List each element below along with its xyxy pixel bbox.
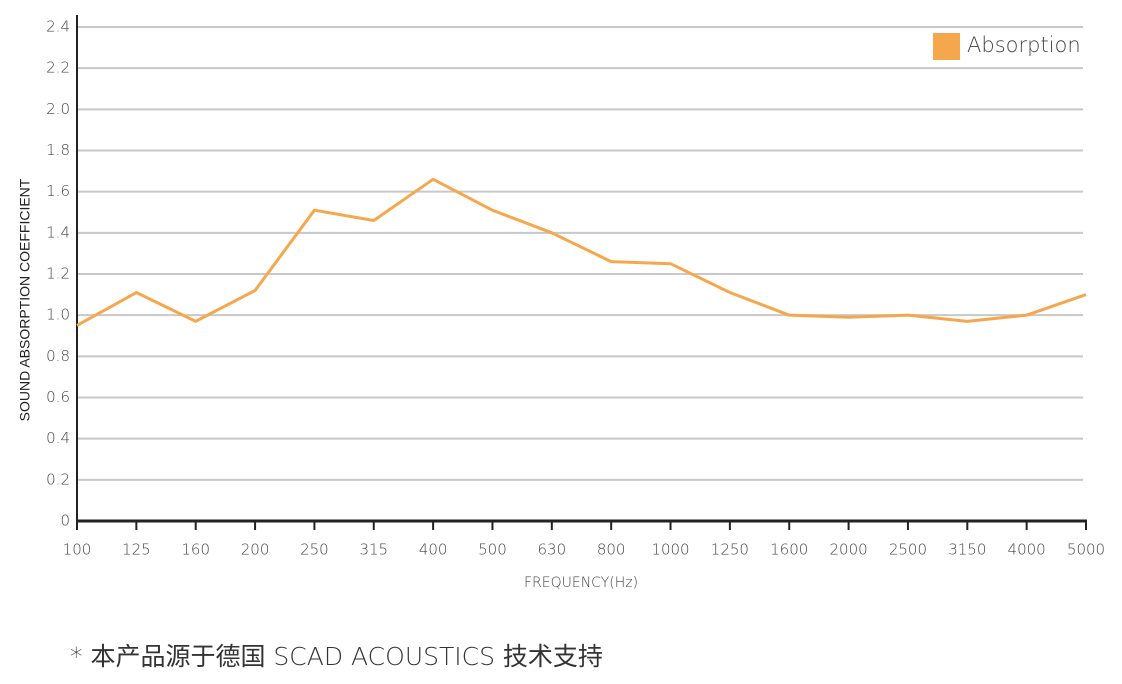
- y-tick-label: 0.4: [46, 429, 70, 447]
- y-tick-label: 0.8: [46, 347, 70, 365]
- x-tick-label: 400: [419, 541, 448, 559]
- y-tick-label: 1.8: [46, 141, 70, 159]
- y-axis-label: SOUND ABSORPTION COEFFICIENT: [17, 178, 33, 421]
- y-tick-label: 1.2: [46, 265, 70, 283]
- x-tick-label: 5000: [1067, 541, 1105, 559]
- y-tick-label: 1.0: [46, 306, 70, 324]
- y-tick-label: 2.2: [46, 59, 70, 77]
- x-tick-label: 250: [300, 541, 329, 559]
- y-tick-label: 0.2: [46, 470, 70, 488]
- x-axis-label: FREQUENCY(Hz): [524, 575, 638, 591]
- footnote: * 本产品源于德国 SCAD ACOUSTICS 技术支持: [70, 642, 603, 671]
- x-tick-label: 500: [478, 541, 507, 559]
- x-tick-label: 4000: [1008, 541, 1046, 559]
- x-tick-label: 1600: [770, 541, 808, 559]
- x-tick-label: 125: [122, 541, 151, 559]
- x-tick-label: 100: [63, 541, 92, 559]
- x-tick-label: 1250: [711, 541, 749, 559]
- x-tick-label: 800: [597, 541, 626, 559]
- x-tick-label: 1000: [651, 541, 689, 559]
- x-tick-label: 160: [181, 541, 210, 559]
- legend-label: Absorption: [967, 33, 1081, 57]
- y-tick-label: 2.4: [46, 18, 70, 36]
- legend-swatch: [933, 33, 960, 60]
- x-tick-label: 200: [241, 541, 270, 559]
- y-tick-label: 1.6: [46, 182, 70, 200]
- x-tick-label: 2500: [889, 541, 927, 559]
- y-tick-label: 1.4: [46, 223, 70, 241]
- x-tick-label: 3150: [948, 541, 986, 559]
- data-line: [76, 177, 1087, 327]
- x-tick-label: 630: [538, 541, 567, 559]
- y-tick-label: 2.0: [46, 100, 70, 118]
- y-tick-label: 0.6: [46, 388, 70, 406]
- x-tick-label: 2000: [829, 541, 867, 559]
- y-tick-label: 0: [60, 512, 70, 530]
- x-tick-label: 315: [359, 541, 388, 559]
